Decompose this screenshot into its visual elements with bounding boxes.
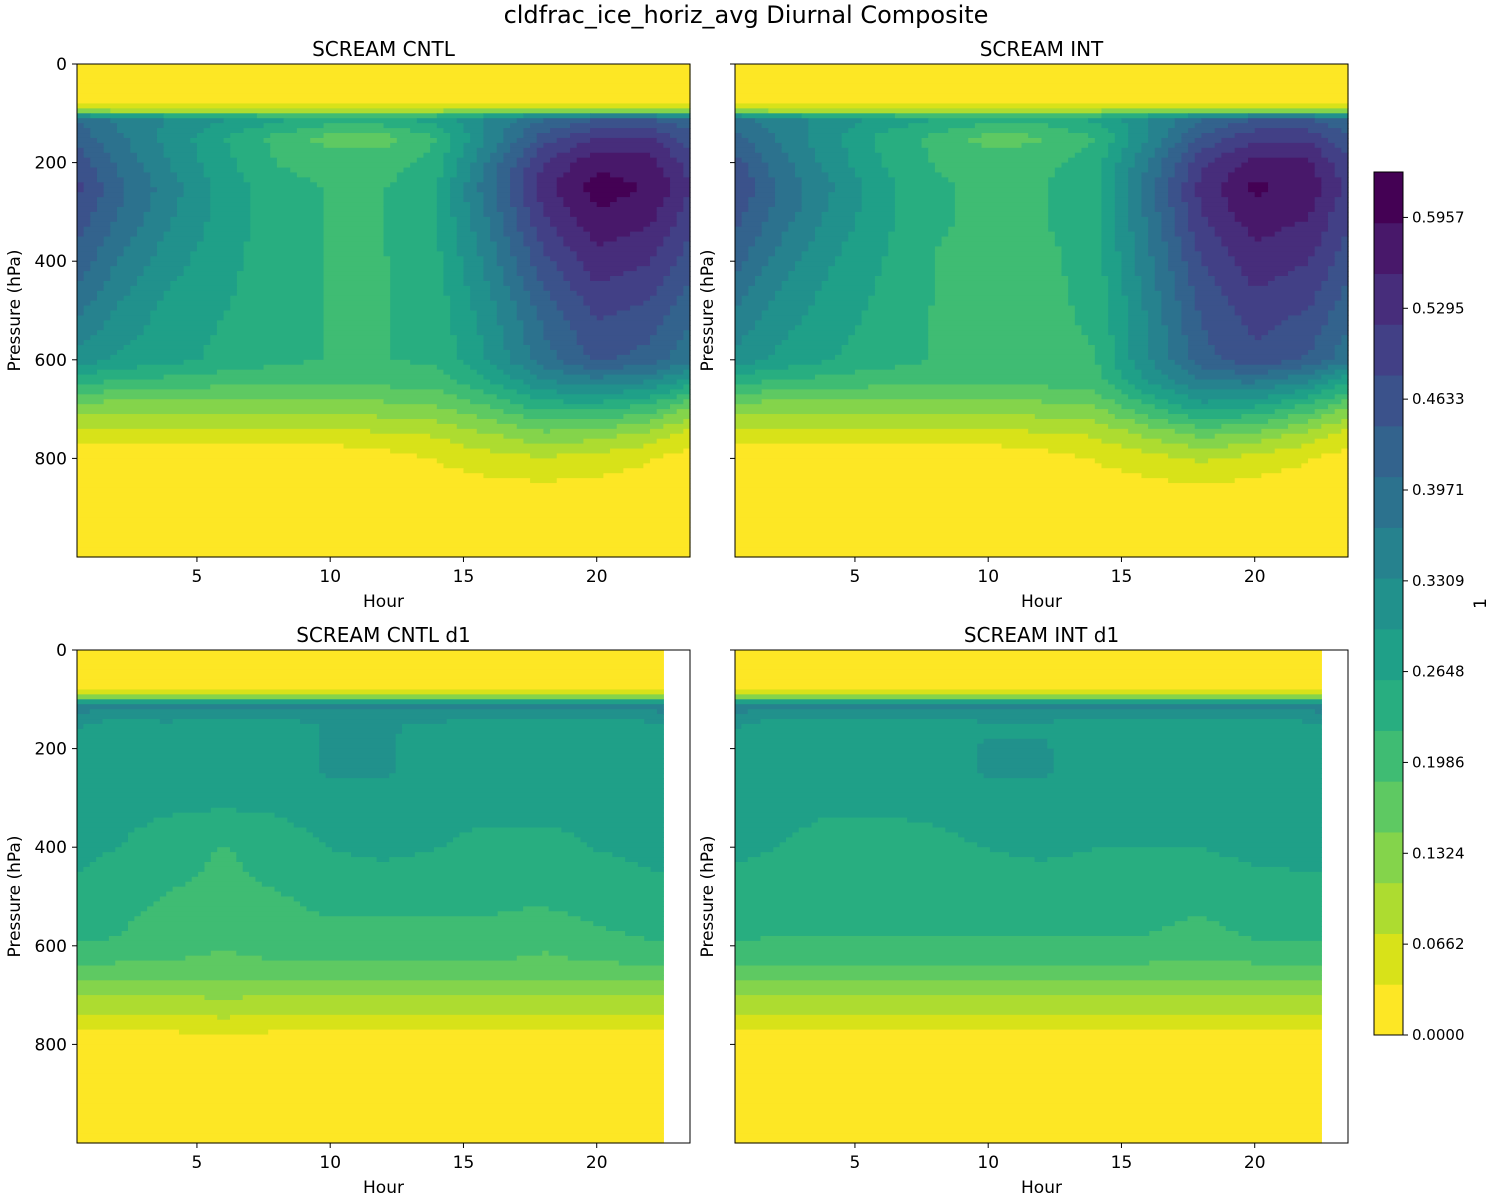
- axes-frame: [734, 649, 1349, 1144]
- colorbar-swatch: [1374, 476, 1403, 528]
- x-tick-label: 10: [977, 1153, 999, 1173]
- x-tick-label: 10: [319, 567, 341, 587]
- colorbar-swatch: [1374, 831, 1403, 884]
- x-tick-label: 5: [192, 1153, 203, 1173]
- colorbar-swatch: [1374, 882, 1403, 934]
- colorbar-tick-label: 0.5295: [1412, 299, 1465, 317]
- x-axis-label: Hour: [1021, 1178, 1062, 1198]
- colorbar-swatch: [1374, 933, 1403, 985]
- colorbar-tick-label: 0.5957: [1412, 208, 1465, 226]
- y-tick-label: 200: [35, 154, 67, 174]
- colorbar-swatch: [1374, 172, 1403, 224]
- y-axis-label: Pressure (hPa): [698, 836, 718, 958]
- panel-1: SCREAM CNTL 5 10 15 20 Hour 0 200 400 600 800 Press…: [5, 37, 691, 612]
- colorbar-label: 1: [1471, 598, 1491, 609]
- y-tick-label: 600: [35, 351, 67, 371]
- y-tick-label: 600: [35, 937, 67, 957]
- colorbar-swatch: [1374, 222, 1403, 275]
- panel-title: SCREAM CNTL: [312, 37, 456, 61]
- y-axis-label: Pressure (hPa): [5, 836, 25, 958]
- y-tick-label: 400: [35, 252, 67, 272]
- x-tick-label: 20: [586, 1153, 608, 1173]
- axes-frame: [76, 63, 691, 558]
- x-tick-label: 15: [453, 1153, 475, 1173]
- y-axis-label: Pressure (hPa): [698, 250, 718, 372]
- x-tick-label: 20: [586, 567, 608, 587]
- colorbar-swatch: [1374, 781, 1403, 833]
- colorbar-tick-label: 0.1986: [1412, 753, 1465, 771]
- panel-2: SCREAM INT 5 10 15 20 Hour Pressure (hPa): [698, 37, 1349, 612]
- panel-title: SCREAM CNTL d1: [296, 623, 471, 647]
- colorbar-tick-label: 0.3309: [1412, 572, 1465, 590]
- x-tick-label: 15: [1111, 567, 1133, 587]
- y-axis-label: Pressure (hPa): [5, 250, 25, 372]
- colorbar-swatch: [1374, 425, 1403, 478]
- colorbar-swatch: [1374, 730, 1403, 782]
- colorbar-tick-label: 0.1324: [1412, 844, 1465, 862]
- x-tick-label: 20: [1244, 567, 1266, 587]
- x-tick-label: 5: [850, 567, 861, 587]
- colorbar-tick-label: 0.0662: [1412, 935, 1465, 953]
- x-tick-label: 15: [1111, 1153, 1133, 1173]
- figure-title: cldfrac_ice_horiz_avg Diurnal Composite: [503, 1, 989, 29]
- axes-frame: [734, 63, 1349, 558]
- colorbar-swatch: [1374, 628, 1403, 681]
- axes-frame: [76, 649, 691, 1144]
- y-tick-label: 800: [35, 1035, 67, 1055]
- contour-field: [735, 64, 1349, 558]
- x-axis-label: Hour: [363, 592, 404, 612]
- x-tick-label: 5: [850, 1153, 861, 1173]
- x-tick-label: 15: [453, 567, 475, 587]
- colorbar-swatch: [1374, 578, 1403, 630]
- y-tick-label: 0: [56, 55, 67, 75]
- panel-title: SCREAM INT: [980, 37, 1104, 61]
- colorbar-tick-label: 0.4633: [1412, 390, 1465, 408]
- y-tick-label: 0: [56, 641, 67, 661]
- colorbar-swatch: [1374, 324, 1403, 376]
- panel-3: SCREAM CNTL d1 5 10 15 20 Hour 0 200 400 600 800 Pr…: [5, 623, 691, 1198]
- y-tick-label: 400: [35, 838, 67, 858]
- x-tick-label: 5: [192, 567, 203, 587]
- contour-field: [735, 650, 1322, 1144]
- colorbar-swatch: [1374, 984, 1403, 1036]
- x-axis-label: Hour: [363, 1178, 404, 1198]
- colorbar-swatch: [1374, 375, 1403, 427]
- colorbar-swatch: [1374, 273, 1403, 325]
- panel-4: SCREAM INT d1 5 10 15 20 Hour Pressure (hPa): [698, 623, 1349, 1198]
- x-tick-label: 10: [977, 567, 999, 587]
- x-tick-label: 20: [1244, 1153, 1266, 1173]
- y-tick-label: 200: [35, 740, 67, 760]
- colorbar-frame: [1373, 171, 1404, 1036]
- colorbar-tick-label: 0.0000: [1412, 1026, 1465, 1044]
- x-tick-label: 10: [319, 1153, 341, 1173]
- colorbar-swatch: [1374, 679, 1403, 731]
- colorbar-tick-label: 0.3971: [1412, 481, 1465, 499]
- contour-field: [77, 64, 691, 558]
- x-axis-label: Hour: [1021, 592, 1062, 612]
- colorbar-tick-label: 0.2648: [1412, 663, 1465, 681]
- panel-title: SCREAM INT d1: [964, 623, 1119, 647]
- contour-field: [77, 650, 664, 1144]
- colorbar-swatch: [1374, 527, 1403, 579]
- y-tick-label: 800: [35, 449, 67, 469]
- colorbar: 0.0000 0.0662 0.1324 0.1986 0.2648 0.3309 0.39…: [1373, 171, 1491, 1044]
